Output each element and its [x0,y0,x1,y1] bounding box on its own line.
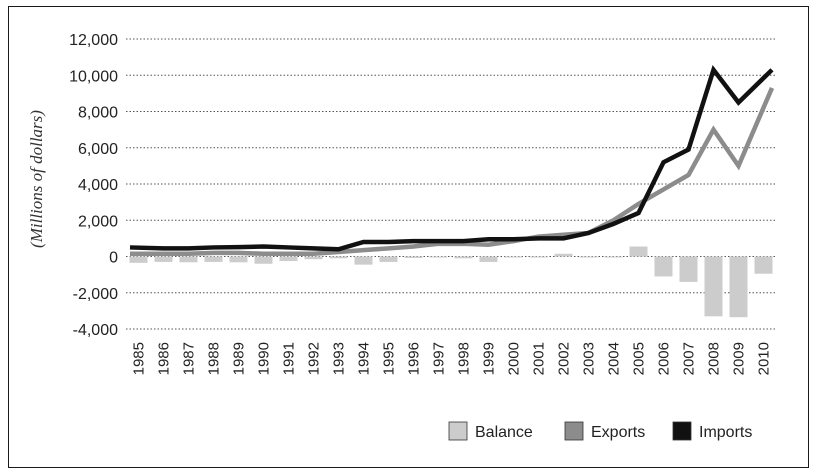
x-tick-label: 1995 [381,342,398,375]
balance-bar [204,256,223,262]
balance-bar [604,256,623,258]
y-tick-label: 6,000 [78,141,118,158]
exports-legend-label: Exports [591,424,645,441]
exports-line [130,87,775,257]
x-tick-label: 1998 [456,342,473,375]
imports-legend-label: Imports [699,424,752,441]
x-tick-label: 2006 [656,342,673,375]
x-tick-label: 1993 [331,342,348,375]
balance-bar [129,256,148,263]
y-tick-labels: 12,000 10,000 8,000 6,000 4,000 2,000 0 -2,000 -… [69,32,118,339]
balance-bar [629,246,648,257]
balance-bar [429,256,448,258]
y-tick-label: -2,000 [73,286,118,303]
balance-bar [679,256,698,282]
x-tick-label: 2002 [556,342,573,375]
x-tick-label: 2008 [706,342,723,375]
balance-bars [129,246,773,318]
y-tick-label: -4,000 [73,322,118,339]
x-tick-label: 2005 [631,342,648,375]
balance-bar [154,256,173,262]
balance-bar [529,256,548,258]
y-tick-label: 2,000 [78,213,118,230]
x-tick-label: 2001 [531,342,548,375]
balance-bar [504,256,523,258]
x-tick-label: 1985 [131,342,148,375]
imports-line [129,65,774,252]
chart-frame: 12,000 10,000 8,000 6,000 4,000 2,000 0 -2,000 -… [8,6,809,468]
x-tick-label: 1989 [231,342,248,375]
balance-bar [304,256,323,260]
balance-bar [379,256,398,262]
x-tick-label: 1990 [256,342,273,375]
balance-bar [454,256,473,259]
x-tick-labels: 1985 1986 1987 1988 1989 1990 1991 1992 1993 1994… [131,342,773,375]
exports-legend-swatch [564,421,584,441]
imports-legend-swatch [672,421,692,441]
x-tick-label: 1997 [431,342,448,375]
x-tick-label: 2010 [756,342,773,375]
y-tick-label: 10,000 [69,68,118,85]
y-tick-label: 4,000 [78,177,118,194]
balance-bar [704,256,723,317]
balance-bar [729,256,748,318]
balance-bar [254,256,273,264]
balance-bar [179,256,198,263]
balance-bar [554,253,573,257]
x-tick-label: 1999 [481,342,498,375]
y-tick-label: 0 [109,250,118,267]
x-tick-label: 1994 [356,342,373,375]
x-tick-label: 1987 [181,342,198,375]
x-tick-label: 2009 [731,342,748,375]
balance-bar [579,256,598,258]
x-tick-label: 1996 [406,342,423,375]
y-tick-label: 12,000 [69,32,118,49]
x-tick-label: 1992 [306,342,323,375]
legend: Balance Exports Imports [448,421,752,441]
balance-bar [354,256,373,265]
balance-legend-swatch [448,421,468,441]
balance-legend-label: Balance [475,424,533,441]
series-lines [129,65,775,257]
x-tick-label: 2004 [606,342,623,375]
balance-bar [329,256,348,259]
x-tick-label: 1986 [156,342,173,375]
balance-bar [479,256,498,262]
balance-bar [229,256,248,263]
x-tick-label: 1988 [206,342,223,375]
balance-bar [404,256,423,258]
balance-bar [279,256,298,262]
x-tick-label: 2000 [506,342,523,375]
x-tick-label: 2007 [681,342,698,375]
chart-svg: 12,000 10,000 8,000 6,000 4,000 2,000 0 -2,000 -… [27,32,776,441]
balance-bar [654,256,673,277]
x-tick-label: 1991 [281,342,298,375]
gridlines [126,38,776,330]
balance-bar [754,256,773,274]
y-axis-title: (Millions of dollars) [27,110,46,248]
y-tick-label: 8,000 [78,105,118,122]
x-tick-label: 2003 [581,342,598,375]
